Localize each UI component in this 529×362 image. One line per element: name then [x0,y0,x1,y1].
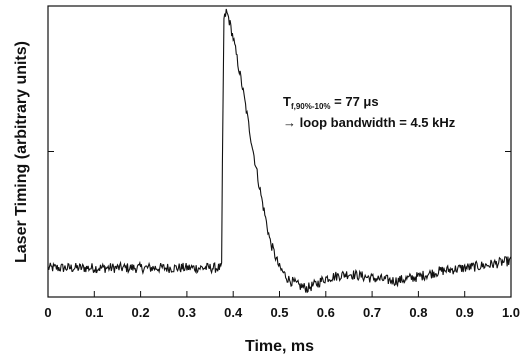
x-axis-tick-labels: 0 0.1 0.2 0.3 0.4 0.5 0.6 0.7 0.8 0.9 1.0 [44,305,520,320]
x-tick-label: 1.0 [502,305,520,320]
annotation-fall-time: Tf,90%-10% = 77 μs [283,94,379,111]
x-tick-label: 0.8 [409,305,427,320]
y-axis-title: Laser Timing (arbitrary units) [13,41,30,263]
plot-frame [47,5,512,298]
x-tick-label: 0.1 [85,305,103,320]
x-tick-label: 0.9 [456,305,474,320]
x-tick-label: 0.3 [178,305,196,320]
annotation-loop-bandwidth: → loop bandwidth = 4.5 kHz [283,115,456,130]
x-tick-label: 0.4 [224,305,243,320]
x-tick-label: 0.7 [363,305,381,320]
x-axis-title: Time, ms [245,338,314,355]
series-line [47,8,512,294]
x-tick-label: 0.5 [270,305,288,320]
x-tick-label: 0.6 [317,305,335,320]
x-tick-label: 0 [44,305,51,320]
x-tick-label: 0.2 [132,305,150,320]
x-axis-ticks [47,291,512,297]
